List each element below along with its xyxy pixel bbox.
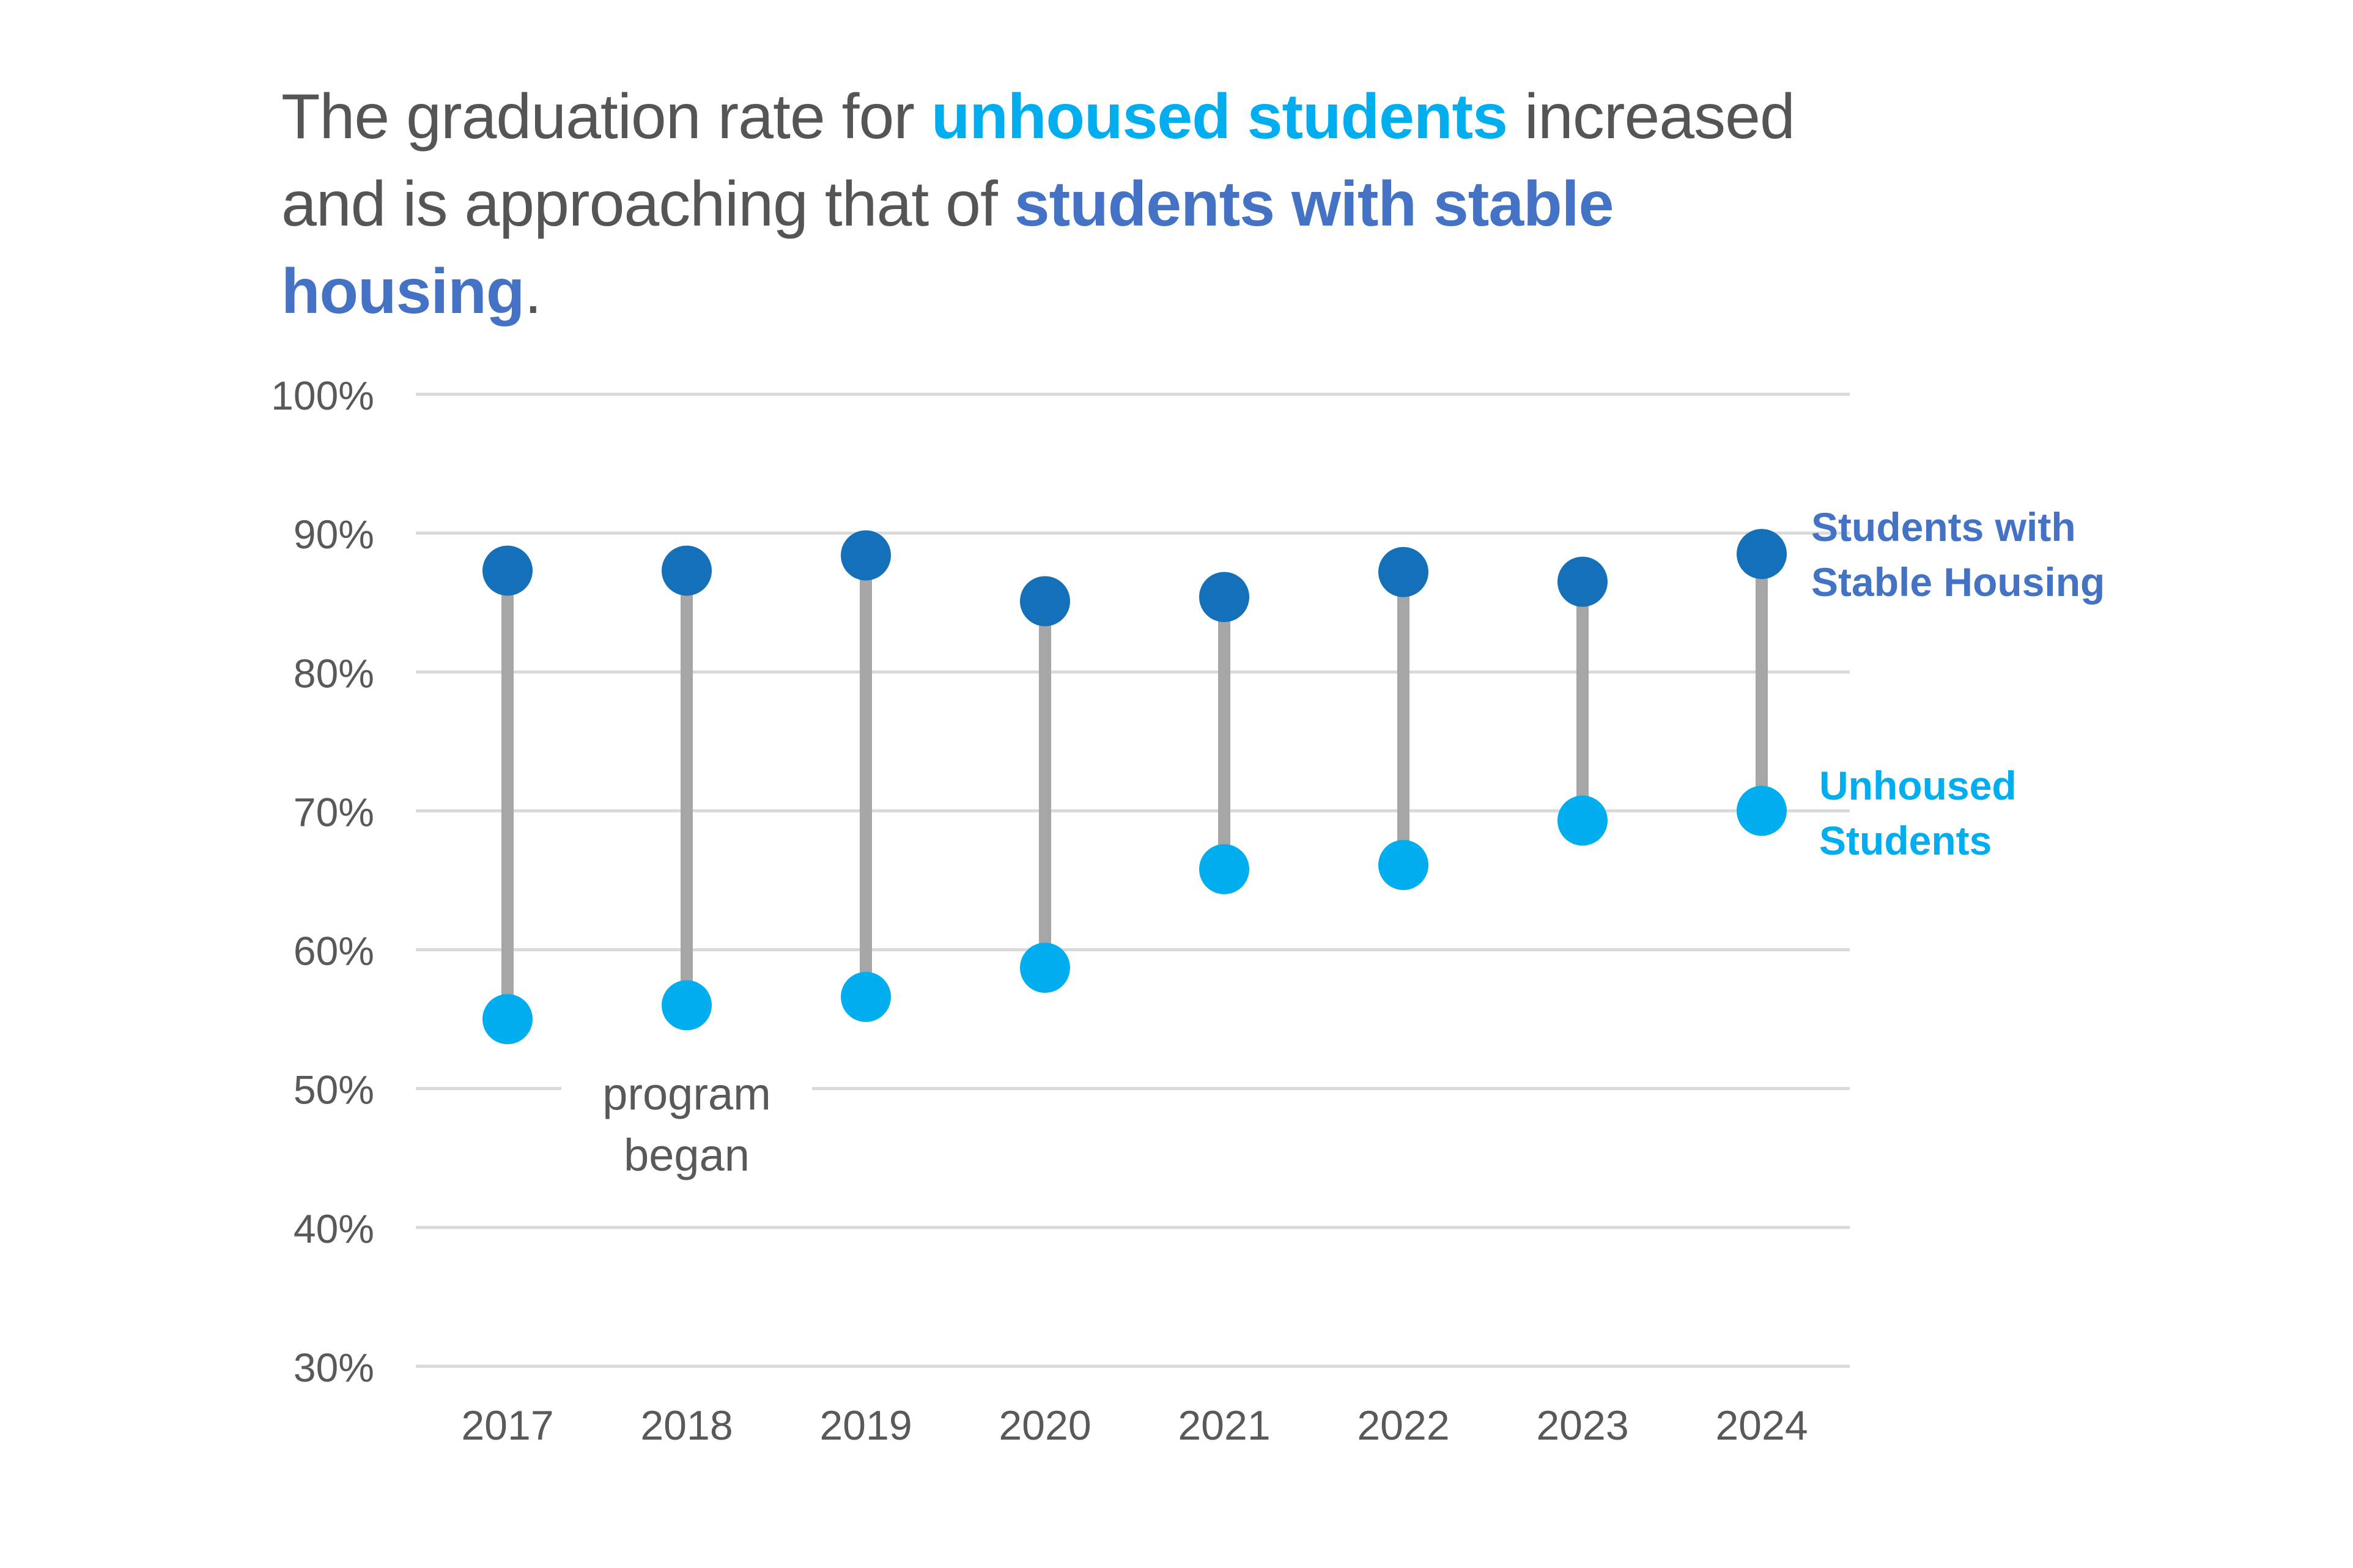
annotations: program began <box>561 1069 812 1180</box>
title-highlight-stable: students with stable housing <box>281 169 1614 327</box>
series-labels: Students with Stable Housing Unhoused Stude… <box>1811 504 2105 863</box>
title-part-1: The graduation rate for <box>281 81 931 152</box>
y-tick-label-50: 50% <box>294 1067 374 1113</box>
point-unhoused-2024 <box>1737 786 1787 836</box>
point-unhoused-2021 <box>1199 844 1249 894</box>
series-label-stable-housing-line-2: Stable Housing <box>1811 559 2105 605</box>
x-tick-label-2023: 2023 <box>1536 1402 1628 1449</box>
x-tick-label-2020: 2020 <box>999 1402 1091 1449</box>
series-label-unhoused: Unhoused Students <box>1819 763 2017 863</box>
point-stable-2023 <box>1557 556 1608 607</box>
point-stable-2020 <box>1020 576 1070 627</box>
x-tick-label-2021: 2021 <box>1178 1402 1270 1449</box>
annotation-line-1: program <box>602 1069 771 1119</box>
y-tick-label-70: 70% <box>294 789 374 834</box>
point-stable-2017 <box>482 545 533 596</box>
y-axis-tick-labels: 100% 90% 80% 70% 60% 50% 40% 30% <box>271 373 374 1390</box>
x-axis-tick-labels: 2017 2018 2019 2020 2021 2022 2023 2024 <box>461 1402 1808 1449</box>
y-tick-label-30: 30% <box>294 1345 374 1390</box>
title-highlight-unhoused: unhoused students <box>931 81 1508 152</box>
series-label-unhoused-line-2: Students <box>1819 818 1992 863</box>
x-tick-label-2024: 2024 <box>1715 1402 1808 1449</box>
series-label-stable-housing-line-1: Students with <box>1811 504 2076 550</box>
annotation-line-2: began <box>624 1130 750 1180</box>
series-label-unhoused-line-1: Unhoused <box>1819 763 2017 808</box>
x-tick-label-2019: 2019 <box>819 1402 912 1449</box>
title-part-3: . <box>524 256 542 327</box>
series-label-stable-housing: Students with Stable Housing <box>1811 504 2105 605</box>
data-points <box>482 529 1787 1045</box>
x-tick-label-2022: 2022 <box>1357 1402 1449 1449</box>
y-tick-label-40: 40% <box>294 1206 374 1251</box>
point-stable-2018 <box>662 545 712 596</box>
annotation-program-began: program began <box>602 1069 771 1180</box>
x-tick-label-2017: 2017 <box>461 1402 553 1449</box>
point-unhoused-2018 <box>662 980 712 1031</box>
y-tick-label-60: 60% <box>294 929 374 974</box>
chart-title: The graduation rate for unhoused student… <box>281 73 1810 336</box>
point-stable-2021 <box>1199 572 1249 622</box>
y-tick-label-80: 80% <box>294 650 374 696</box>
point-unhoused-2017 <box>482 994 533 1045</box>
x-tick-label-2018: 2018 <box>640 1402 733 1449</box>
point-stable-2019 <box>841 530 891 581</box>
point-unhoused-2019 <box>841 971 891 1022</box>
y-tick-label-100: 100% <box>271 373 374 418</box>
point-stable-2024 <box>1737 529 1787 580</box>
annotation-gridline-gap <box>561 1081 812 1096</box>
y-tick-label-90: 90% <box>294 512 374 557</box>
gridlines <box>416 392 1850 1368</box>
point-unhoused-2022 <box>1378 840 1428 891</box>
point-stable-2022 <box>1378 547 1428 597</box>
point-unhoused-2023 <box>1557 795 1608 846</box>
title-part-2: increased and is approaching that of <box>281 81 1795 240</box>
point-unhoused-2020 <box>1020 943 1070 993</box>
connector-lines <box>501 554 1768 1020</box>
